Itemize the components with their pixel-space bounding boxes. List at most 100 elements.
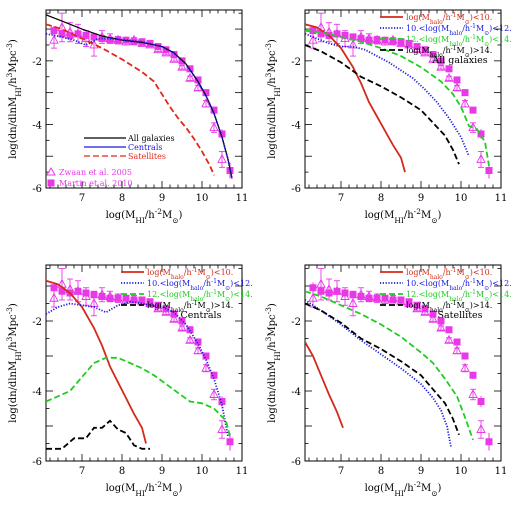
zwaan-point	[217, 153, 227, 163]
legend-label-satellites: Satellites	[128, 152, 166, 161]
plot-body	[305, 12, 493, 179]
zwaan-point	[476, 424, 486, 433]
legend-label-all: All galaxies	[127, 134, 175, 143]
series-line-m14	[46, 419, 150, 450]
x-axis: 7 8 9 10 11	[308, 265, 508, 477]
zwaan-point	[452, 345, 462, 355]
legend-label-centrals: Centrals	[128, 143, 162, 152]
series-line-m10	[46, 279, 147, 444]
panel-1: 7 8 9 10 11 -2 -4 -6 log(MHI/h-2M⊙) log(dn/dlnMHI…	[5, 9, 248, 225]
zwaan-point	[185, 72, 195, 82]
x-axis: 7 8 9 10 11	[308, 10, 507, 204]
martin-point	[477, 130, 485, 138]
martin-point	[210, 106, 218, 114]
legend-marker-zwaan	[46, 166, 56, 176]
x-axis-title: log(MHI/h-2M⊙)	[365, 480, 442, 498]
martin-point	[210, 371, 218, 379]
zwaan-point	[121, 294, 131, 304]
x-axis: 7 8 9 10 11	[49, 10, 248, 204]
legend-label-m10_12: 10.<log(Mhalo/h-1M⊙)<12.	[406, 23, 512, 37]
x-tick-label: 8	[378, 193, 384, 204]
legend-label-m10: log(Mhalo/h-1M⊙)<10.	[406, 12, 492, 26]
zwaan-point	[113, 292, 123, 302]
zwaan-points	[49, 268, 227, 439]
x-tick-label: 10	[455, 193, 468, 204]
martin-point	[485, 167, 493, 175]
zwaan-point	[153, 44, 163, 54]
zwaan-point	[452, 82, 462, 92]
martin-point	[202, 89, 210, 97]
zwaan-point	[153, 303, 163, 313]
zwaan-point	[340, 291, 350, 300]
zwaan-point	[81, 33, 91, 43]
martin-point	[218, 398, 226, 405]
zwaan-point	[412, 44, 422, 54]
series-line-m10_12	[46, 300, 229, 437]
x-tick-label: 10	[196, 193, 209, 204]
series-line-all	[46, 14, 233, 179]
zwaan-point	[49, 34, 59, 44]
zwaan-point	[460, 362, 470, 372]
x-axis-title: log(MHI/h-2M⊙)	[106, 480, 183, 498]
zwaan-point	[420, 306, 430, 316]
plot-frame	[45, 264, 243, 462]
y-tick-label: -2	[32, 57, 42, 68]
legend-label-m14: log(Mhalo/h-1M⊙)>14.	[406, 45, 492, 59]
series-line-m12_14	[305, 290, 474, 441]
martin-point	[461, 89, 469, 97]
zwaan-point	[177, 322, 187, 332]
plot-frame	[45, 9, 243, 189]
x-tick-label: 7	[338, 193, 344, 204]
legend-marker-martin	[47, 179, 55, 187]
zwaan-point	[388, 292, 398, 302]
zwaan-point	[468, 389, 478, 398]
y-tick-label: -4	[291, 387, 301, 398]
panel-3: 7 8 9 10 11 -2 -4 -6 log(MHI/h-2M⊙) log(dn/dlnMHI…	[5, 264, 253, 498]
zwaan-point	[201, 362, 211, 372]
zwaan-points	[308, 12, 486, 168]
legend-label-zwaan: Zwaan et al. 2005	[59, 168, 132, 177]
martin-point	[218, 130, 226, 138]
zwaan-point	[364, 33, 374, 43]
y-tick-label: -6	[32, 184, 42, 195]
martin-point	[50, 27, 58, 35]
series-line-m14	[305, 302, 460, 436]
x-tick-label: 8	[119, 466, 125, 477]
x-tick-label: 8	[378, 466, 384, 477]
y-axis: -2 -4 -6	[291, 268, 501, 468]
zwaan-point	[316, 278, 326, 288]
martin-point	[50, 284, 58, 292]
y-tick-label: -4	[32, 387, 42, 398]
zwaan-point	[460, 98, 470, 108]
zwaan-point	[177, 61, 187, 71]
martin-point	[413, 43, 421, 51]
y-tick-label: -2	[291, 57, 301, 68]
martin-point	[445, 326, 453, 334]
martin-point	[421, 46, 429, 54]
legend-label-m12_14: 12.<log(Mhalo/h-1M⊙)<14.	[406, 289, 512, 303]
x-axis-title: log(MHI/h-2M⊙)	[106, 207, 183, 225]
zwaan-point	[97, 289, 107, 299]
panel-4: 7 8 9 10 11 -2 -4 -6 log(MHI/h-2M⊙) log(dn/dlnMHI…	[264, 264, 512, 498]
zwaan-point	[105, 291, 115, 300]
legend-label-m10: log(Mhalo/h-1M⊙)<10.	[147, 267, 233, 281]
martin-point	[154, 301, 162, 309]
martin-point	[453, 338, 461, 346]
legend: log(Mhalo/h-1M⊙)<10.10.<log(Mhalo/h-1M⊙)…	[121, 267, 253, 314]
zwaan-point	[436, 322, 446, 332]
martin-point	[461, 352, 469, 360]
zwaan-point	[73, 285, 83, 295]
martin-point	[445, 65, 453, 73]
martin-point	[202, 352, 210, 360]
x-axis-title: log(MHI/h-2M⊙)	[365, 207, 442, 225]
zwaan-point	[73, 28, 83, 38]
zwaan-point	[428, 313, 438, 323]
x-tick-label: 11	[495, 466, 508, 477]
zwaan-point	[356, 289, 366, 299]
panel-title: All galaxies	[431, 55, 487, 66]
series-line-m10_12	[305, 299, 452, 448]
zwaan-point	[404, 298, 414, 307]
zwaan-point	[169, 313, 179, 323]
legend-label-m10_12: 10.<log(Mhalo/h-1M⊙)<12.	[147, 278, 253, 292]
martin-point	[178, 317, 186, 325]
